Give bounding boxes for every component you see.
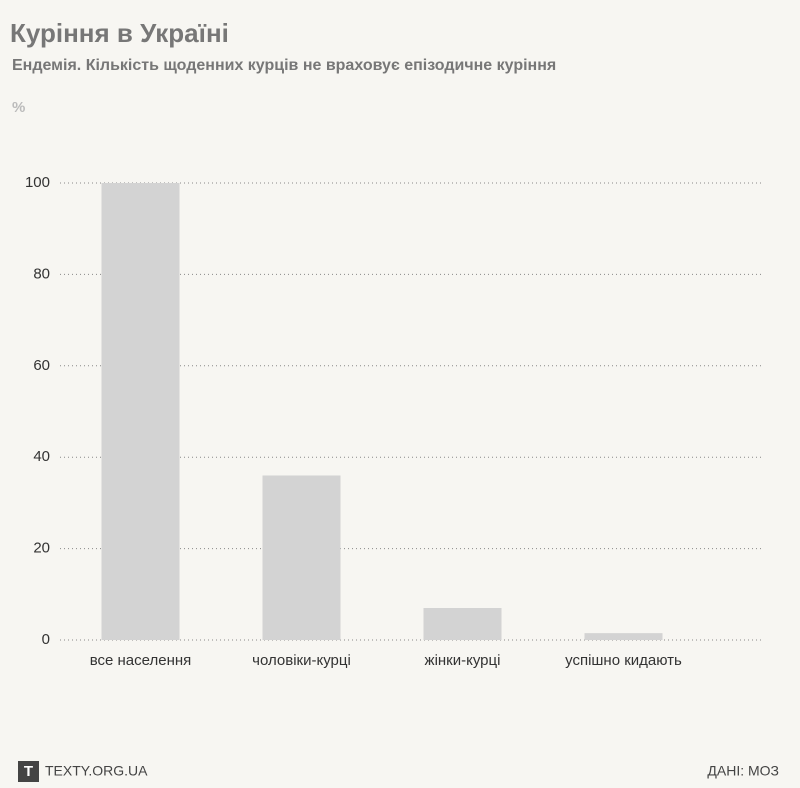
chart-subtitle: Ендемія. Кількість щоденних курців не вр… bbox=[12, 57, 556, 74]
y-tick-label: 60 bbox=[33, 357, 50, 374]
bar bbox=[584, 633, 663, 640]
y-tick-label: 80 bbox=[33, 265, 50, 282]
source: ДАНІ: МОЗ bbox=[707, 763, 779, 779]
y-axis-label: % bbox=[12, 99, 25, 116]
site: TEXTY.ORG.UA bbox=[45, 763, 148, 779]
bar bbox=[101, 183, 180, 640]
x-tick-label: все населення bbox=[90, 652, 192, 669]
bar bbox=[262, 475, 341, 640]
bar bbox=[423, 608, 502, 640]
y-tick-label: 40 bbox=[33, 448, 50, 465]
y-tick-label: 20 bbox=[33, 540, 50, 557]
logo: T bbox=[24, 763, 33, 780]
y-tick-label: 100 bbox=[25, 174, 50, 191]
x-tick-label: жінки-курці bbox=[425, 652, 501, 669]
y-tick-label: 0 bbox=[42, 631, 50, 648]
x-tick-label: чоловіки-курці bbox=[252, 652, 351, 669]
logo-box bbox=[18, 761, 39, 782]
chart-title: Куріння в Україні bbox=[10, 18, 229, 48]
x-tick-label: успішно кидають bbox=[565, 652, 682, 669]
